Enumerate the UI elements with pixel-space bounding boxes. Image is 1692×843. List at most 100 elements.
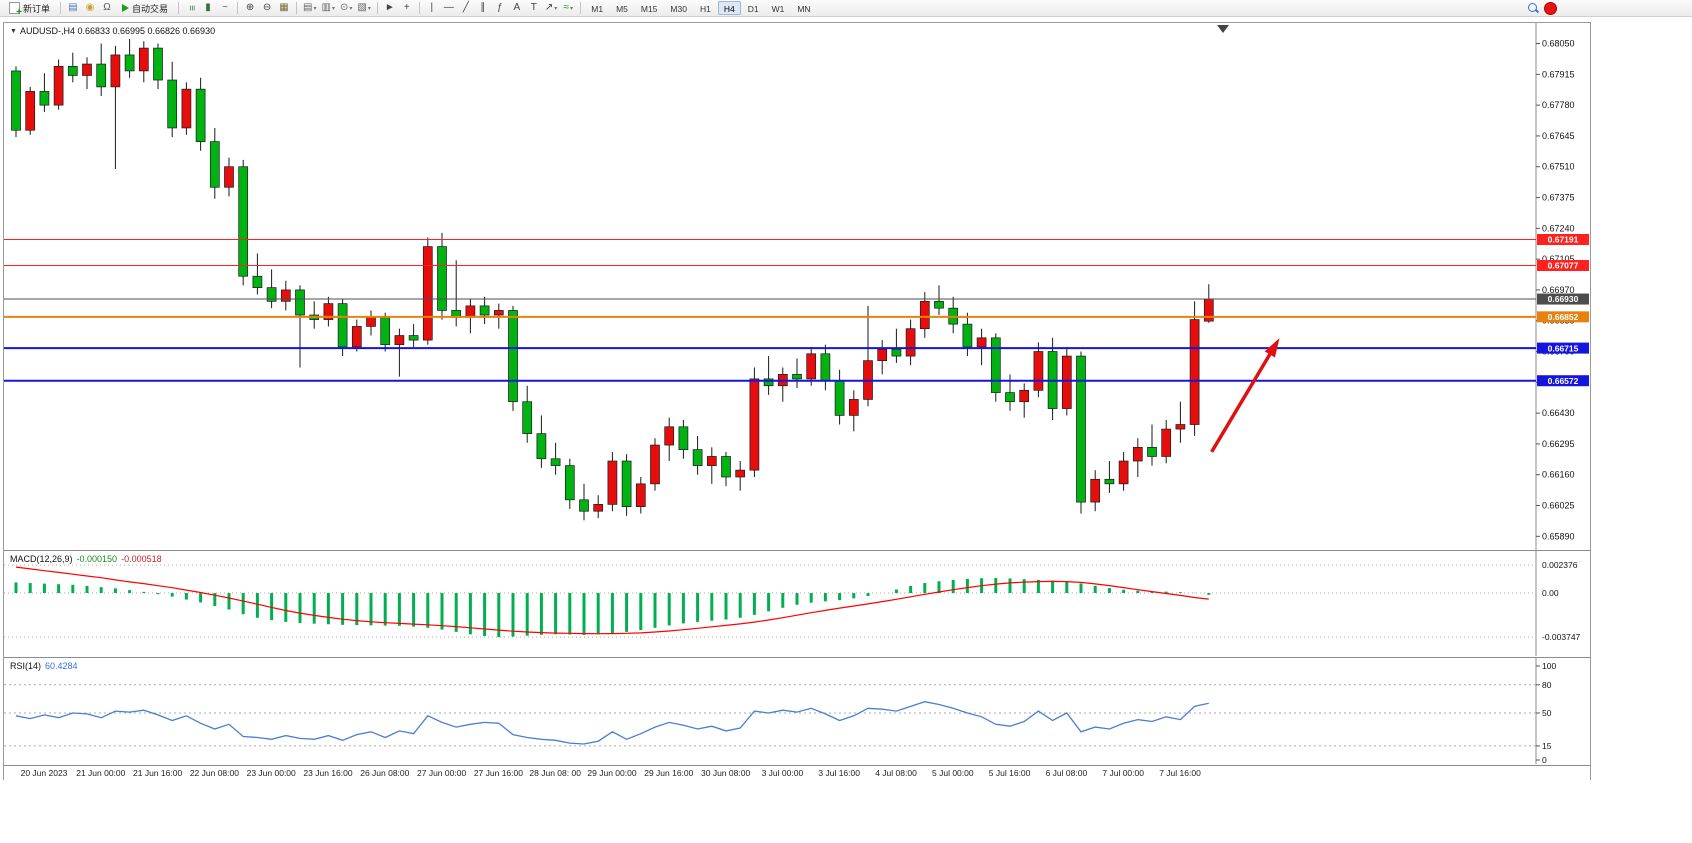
arrows-tool-icon[interactable]: ↗ ▾ [543, 1, 559, 16]
time-axis-label: 3 Jul 16:00 [818, 768, 860, 778]
crosshair-icon: + [403, 2, 410, 13]
line-chart-mode-icon: ~ [222, 2, 228, 13]
alerts-icon[interactable]: ◉ [82, 1, 98, 16]
candlestick-mode-icon[interactable]: ▮ [200, 1, 216, 16]
time-axis-label: 27 Jun 16:00 [473, 768, 523, 778]
notification-button[interactable] [1542, 1, 1559, 16]
trend-arrow-annotation[interactable] [1210, 338, 1280, 453]
macd-label: MACD(12,26,9) -0.000150 -0.000518 [10, 554, 162, 564]
svg-text:0.66715: 0.66715 [1548, 343, 1579, 353]
crosshair-icon[interactable]: + [399, 1, 415, 16]
headset-icon[interactable]: Ω [99, 1, 115, 16]
price-chart[interactable]: 0.68050 0.67915 0.67780 0.67645 0.67510 0.673… [4, 23, 1590, 550]
fibonacci-icon: ƒ [497, 2, 503, 13]
timeframe-w1[interactable]: W1 [771, 4, 785, 14]
timeframe-mn[interactable]: MN [797, 4, 811, 14]
timeframe-d1[interactable]: D1 [747, 4, 759, 14]
svg-text:-0.003747: -0.003747 [1542, 632, 1581, 642]
horizontal-lines-layer[interactable]: 0.67191 0.67077 0.66930 0.66852 0.66715 0.665… [4, 234, 1589, 387]
indicators-icon[interactable]: ≈ ▾ [560, 1, 576, 16]
market-depth-icon: ▤ [68, 2, 78, 13]
new-chart-icon[interactable]: ▤ ▾ [301, 1, 318, 16]
arrows-tool-icon: ↗ [544, 2, 554, 13]
auto-trading-button[interactable]: 自动交易 [116, 1, 174, 16]
channel-icon: ∥ [480, 2, 486, 13]
profiles-icon: ▥ [321, 2, 331, 13]
svg-text:0.66295: 0.66295 [1542, 439, 1575, 449]
time-axis-label: 26 Jun 08:00 [360, 768, 410, 778]
svg-text:0.66572: 0.66572 [1548, 376, 1579, 386]
timeframe-m1[interactable]: M1 [591, 4, 604, 14]
toolbar: 新订单 ▤◉Ω 自动交易 ≡▮~⊕⊖▦▤▾▥▾⊙▾▧▾►+|—╱∥ƒAT↗▾≈▾… [0, 0, 1692, 18]
tile-windows-icon[interactable]: ▦ [276, 1, 292, 16]
search-button[interactable] [1525, 1, 1541, 16]
time-axis-label: 21 Jun 00:00 [76, 768, 126, 778]
time-axis-label: 4 Jul 08:00 [875, 768, 917, 778]
zoom-out-icon: ⊖ [262, 2, 272, 13]
svg-text:0.66970: 0.66970 [1542, 285, 1575, 295]
time-axis-label: 23 Jun 16:00 [303, 768, 353, 778]
label-icon[interactable]: T [526, 1, 542, 16]
time-axis-label: 22 Jun 08:00 [189, 768, 239, 778]
time-axis-label: 20 Jun 2023 [20, 768, 68, 778]
time-axis-label: 29 Jun 00:00 [587, 768, 637, 778]
horizontal-line-icon[interactable]: — [441, 1, 457, 16]
line-chart-mode-icon[interactable]: ~ [217, 1, 233, 16]
indicators-icon: ≈ [563, 2, 569, 13]
chart-window[interactable]: 0.68050 0.67915 0.67780 0.67645 0.67510 0.673… [3, 22, 1591, 780]
toolbar-separator [178, 2, 180, 14]
profiles-icon[interactable]: ▥ ▾ [320, 1, 337, 16]
vertical-line-icon[interactable]: | [424, 1, 440, 16]
bar-chart-mode-icon: ≡ [186, 5, 198, 11]
timeframe-m15[interactable]: M15 [640, 4, 658, 14]
dropdown-caret-icon: ▾ [313, 5, 317, 12]
new-order-icon [9, 2, 22, 18]
macd-name: MACD(12,26,9) [10, 554, 73, 564]
time-axis-label: 5 Jul 16:00 [988, 768, 1031, 778]
time-axis-label: 5 Jul 00:00 [932, 768, 974, 778]
svg-text:0.67510: 0.67510 [1542, 162, 1575, 172]
fibonacci-icon[interactable]: ƒ [492, 1, 508, 16]
period-sync-icon[interactable]: ⊙ ▾ [338, 1, 354, 16]
bar-chart-mode-icon[interactable]: ≡ [183, 1, 199, 16]
timeframe-h1[interactable]: H1 [699, 4, 711, 14]
zoom-out-icon[interactable]: ⊖ [259, 1, 275, 16]
cursor-icon: ► [384, 2, 395, 13]
toolbar-separator [296, 2, 298, 14]
time-axis-label: 28 Jun 08: 00 [529, 768, 581, 778]
text-icon[interactable]: A [509, 1, 525, 16]
notification-badge-icon [1544, 1, 1557, 15]
macd-main-value: -0.000150 [76, 554, 118, 564]
channel-icon[interactable]: ∥ [475, 1, 491, 16]
templates-icon: ▧ [357, 2, 367, 13]
timeframe-h4[interactable]: H4 [717, 1, 741, 15]
zoom-in-icon[interactable]: ⊕ [242, 1, 258, 16]
toolbar-separator [376, 2, 378, 14]
macd-chart[interactable]: 0.002376 0.00 -0.003747 [4, 551, 1590, 656]
period-sync-icon: ⊙ [339, 2, 349, 13]
chart-expand-icon[interactable]: ▼ [10, 28, 17, 35]
dropdown-caret-icon: ▾ [554, 5, 558, 12]
svg-text:0.66025: 0.66025 [1542, 501, 1575, 511]
candlestick-mode-icon: ▮ [205, 2, 211, 13]
svg-text:0.65890: 0.65890 [1542, 531, 1575, 541]
chart-shift-marker-icon[interactable] [1217, 25, 1229, 33]
candles-layer [11, 38, 1214, 521]
rsi-pane: 100 80 50 15 0 RSI(14) 60.4284 [4, 657, 1590, 764]
market-depth-icon[interactable]: ▤ [65, 1, 81, 16]
svg-text:0.002376: 0.002376 [1542, 560, 1578, 570]
templates-icon[interactable]: ▧ ▾ [355, 1, 372, 16]
svg-text:0.67240: 0.67240 [1542, 223, 1575, 233]
svg-text:0.67077: 0.67077 [1548, 261, 1579, 271]
cursor-icon[interactable]: ► [382, 1, 398, 16]
svg-text:0.67105: 0.67105 [1542, 254, 1575, 264]
rsi-chart[interactable]: 100 80 50 15 0 [4, 658, 1590, 764]
trendline-icon[interactable]: ╱ [458, 1, 474, 16]
timeframe-m5[interactable]: M5 [616, 4, 628, 14]
time-axis[interactable]: 20 Jun 2023 21 Jun 00:00 21 Jun 16:00 22 Ju… [4, 765, 1590, 780]
dropdown-caret-icon: ▾ [331, 5, 335, 12]
text-icon: A [513, 2, 521, 13]
timeframe-m30[interactable]: M30 [670, 4, 687, 14]
new-order-button[interactable]: 新订单 [3, 1, 56, 18]
svg-text:0.66930: 0.66930 [1548, 294, 1579, 304]
